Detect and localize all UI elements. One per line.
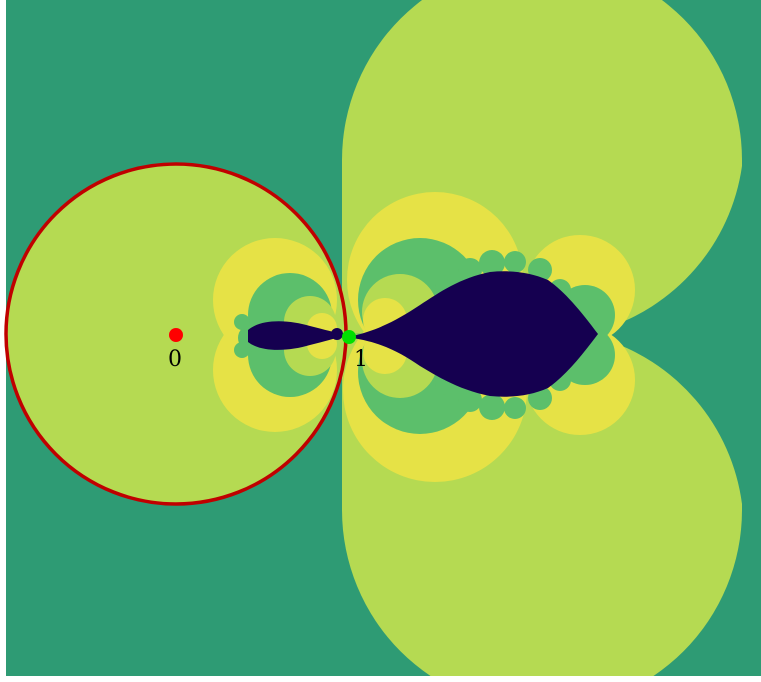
- one-point: [342, 330, 356, 344]
- origin-label: 0: [168, 347, 182, 372]
- dark-blob-near-one: [331, 328, 343, 340]
- filled-dark-set: [352, 271, 598, 397]
- one-label: 1: [354, 347, 368, 372]
- filled-dark-set-left: [248, 321, 344, 350]
- origin-point: [169, 328, 183, 342]
